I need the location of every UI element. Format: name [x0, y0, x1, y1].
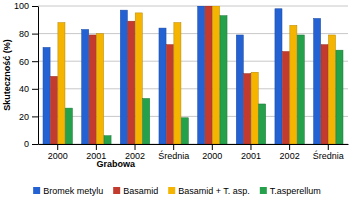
x-axis: 200020012002Średnia200020012002Średnia: [39, 144, 349, 161]
tick-label: 0: [24, 139, 29, 149]
bar: [314, 18, 321, 144]
legend: Bromek metylu Basamid Basamid + T. asp. T.a…: [33, 186, 321, 196]
legend-label: Basamid: [123, 186, 158, 196]
bar: [135, 13, 142, 144]
axis-line: [39, 144, 349, 145]
tick-mark: [250, 144, 251, 150]
bar: [50, 76, 57, 144]
bar: [159, 28, 166, 144]
tick: Średnia: [158, 144, 189, 161]
bar: [82, 29, 89, 144]
tick-label: 80: [19, 29, 29, 39]
tick: 60: [19, 57, 38, 67]
bar: [65, 108, 72, 144]
bar: [336, 50, 343, 144]
bar: [251, 72, 258, 144]
bar: [328, 35, 335, 144]
bar: [58, 23, 65, 144]
tick-mark: [32, 116, 38, 117]
tick: 100: [14, 1, 38, 11]
bar: [174, 23, 181, 144]
tick-mark: [173, 144, 174, 150]
legend-item: T.asperellum: [260, 186, 321, 196]
axis-line: [38, 7, 39, 145]
tick: 2001: [241, 144, 261, 161]
y-axis-title: Skuteczność (%): [2, 39, 12, 111]
bar: [89, 35, 96, 144]
tick-label: Średnia: [158, 150, 189, 161]
series: [58, 6, 336, 144]
bar: [236, 35, 243, 144]
bar: [104, 136, 111, 144]
legend-item: Basamid + T. asp.: [168, 186, 250, 196]
bar: [181, 118, 188, 144]
bar: [213, 6, 220, 144]
tick: 2002: [280, 144, 300, 161]
y-axis: 0 20 40 60 80 100: [14, 1, 39, 149]
legend-item: Basamid: [113, 186, 158, 196]
tick: 20: [19, 112, 38, 122]
bar: [143, 98, 150, 144]
tick-mark: [32, 144, 38, 145]
chart: 020406080100200020012002Średnia200020012…: [0, 0, 354, 202]
tick-mark: [96, 144, 97, 150]
tick-label: 2000: [48, 151, 68, 161]
tick-mark: [32, 61, 38, 62]
tick-label: 2002: [280, 151, 300, 161]
series: [43, 6, 321, 144]
bar: [128, 21, 135, 144]
legend-swatch: [33, 187, 40, 194]
tick: Średnia: [313, 144, 344, 161]
tick-label: Średnia: [313, 150, 344, 161]
tick: 2000: [202, 144, 222, 161]
bar: [198, 6, 205, 144]
legend-swatch: [113, 187, 120, 194]
tick: 80: [19, 29, 38, 39]
legend-swatch: [168, 187, 175, 194]
tick: 40: [19, 84, 38, 94]
bar: [282, 52, 289, 144]
tick-mark: [135, 144, 136, 150]
bar: [259, 104, 266, 144]
tick-mark: [328, 144, 329, 150]
tick-label: 2000: [202, 151, 222, 161]
legend-label: Bromek metylu: [43, 186, 103, 196]
series: [65, 16, 343, 144]
bar: [244, 74, 251, 144]
tick-label: 60: [19, 57, 29, 67]
tick: 0: [24, 139, 38, 149]
tick-mark: [212, 144, 213, 150]
tick-mark: [32, 34, 38, 35]
bar: [321, 45, 328, 144]
tick: 2000: [48, 144, 68, 161]
bar: [275, 9, 282, 144]
tick-mark: [289, 144, 290, 150]
grid-line: [38, 6, 348, 7]
annotation: Grabowa: [96, 159, 136, 169]
bar: [205, 6, 212, 144]
legend-item: Bromek metylu: [33, 186, 103, 196]
legend-label: T.asperellum: [270, 186, 321, 196]
plot: 020406080100200020012002Średnia200020012…: [14, 1, 349, 169]
bar: [43, 47, 50, 144]
tick-label: 2001: [241, 151, 261, 161]
bars: [43, 6, 343, 144]
bar: [97, 34, 104, 144]
legend-swatch: [260, 187, 267, 194]
bar: [120, 10, 127, 144]
bar: [290, 25, 297, 144]
tick-label: 100: [14, 1, 29, 11]
tick-label: 40: [19, 84, 29, 94]
series: [50, 6, 328, 144]
tick-mark: [32, 6, 38, 7]
bar: [166, 45, 173, 144]
tick-mark: [32, 89, 38, 90]
bar: [220, 16, 227, 144]
grid: [38, 6, 348, 144]
tick-mark: [57, 144, 58, 150]
legend-label: Basamid + T. asp.: [178, 186, 250, 196]
tick-label: 20: [19, 112, 29, 122]
bar: [297, 35, 304, 144]
